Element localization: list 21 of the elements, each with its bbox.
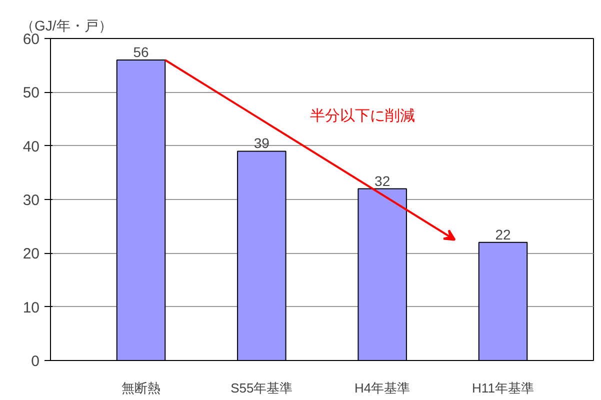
y-tick-label: 0 xyxy=(31,353,40,370)
annotation: 半分以下に削減 xyxy=(310,107,415,124)
data-label: 39 xyxy=(254,135,270,152)
x-tick-label: H11年基準 xyxy=(472,380,534,396)
x-tick-label: 無断熱 xyxy=(122,380,160,396)
data-label: 22 xyxy=(495,226,511,242)
y-tick-label: 30 xyxy=(22,192,40,209)
y-tick-label: 40 xyxy=(22,138,40,156)
bar xyxy=(358,188,407,360)
y-tick-label: 10 xyxy=(22,299,40,316)
y-tick-label: 50 xyxy=(22,84,40,102)
bar xyxy=(478,242,528,360)
bar xyxy=(116,59,166,360)
y-axis-title: （GJ/年・戸） xyxy=(20,18,112,34)
bar xyxy=(237,150,286,360)
y-tick-label: 60 xyxy=(22,31,40,48)
x-tick-label: H4年基準 xyxy=(354,380,410,396)
x-tick-label: S55年基準 xyxy=(230,380,293,396)
data-label: 56 xyxy=(133,44,149,60)
y-tick-label: 20 xyxy=(22,246,40,263)
data-label: 32 xyxy=(374,172,390,189)
